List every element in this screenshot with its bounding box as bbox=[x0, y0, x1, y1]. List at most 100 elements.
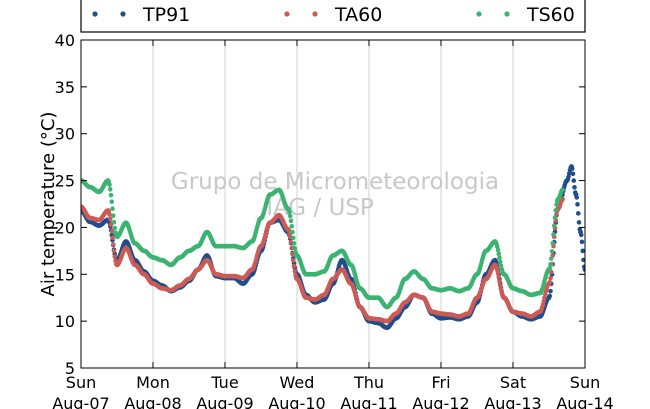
data-point-interp bbox=[107, 216, 113, 222]
series-ts60 bbox=[81, 178, 565, 310]
data-point-interp bbox=[496, 274, 502, 280]
y-tick-label: 20 bbox=[55, 218, 75, 237]
legend-marker-ts60 bbox=[476, 11, 482, 17]
data-point bbox=[402, 276, 408, 282]
x-tick-label-day: Sat bbox=[500, 373, 526, 392]
data-point bbox=[321, 269, 327, 274]
data-point bbox=[393, 295, 399, 301]
data-point-interp bbox=[497, 279, 502, 284]
data-point bbox=[348, 262, 354, 268]
data-point-interp bbox=[579, 239, 585, 245]
data-point-interp bbox=[575, 211, 581, 216]
legend-entry-ts60: TS60 bbox=[476, 4, 575, 26]
data-point bbox=[560, 187, 565, 193]
data-point-interp bbox=[542, 295, 547, 301]
data-point-interp bbox=[497, 255, 502, 261]
x-tick-label-date: Aug-08 bbox=[124, 394, 181, 409]
data-point bbox=[123, 245, 129, 251]
legend-entry-tp91: TP91 bbox=[92, 4, 190, 26]
x-tick-label-date: Aug-14 bbox=[556, 394, 613, 409]
data-point bbox=[240, 245, 246, 251]
data-point bbox=[303, 271, 309, 277]
data-point bbox=[492, 257, 498, 263]
data-point bbox=[168, 287, 174, 293]
data-point bbox=[267, 220, 273, 226]
data-point bbox=[159, 285, 165, 291]
data-point-interp bbox=[550, 240, 556, 246]
data-point bbox=[105, 208, 111, 213]
watermark: Grupo de Micrometeorologia IAG / USP bbox=[171, 169, 499, 221]
data-point-interp bbox=[292, 268, 298, 274]
data-point bbox=[258, 215, 264, 221]
data-point bbox=[429, 285, 435, 291]
data-point bbox=[87, 184, 93, 190]
data-point bbox=[285, 226, 291, 232]
data-point bbox=[177, 255, 183, 260]
data-point-interp bbox=[111, 219, 117, 225]
data-point bbox=[195, 267, 201, 272]
data-point bbox=[159, 257, 165, 263]
legend-entry-ta60: TA60 bbox=[284, 4, 382, 26]
data-point-interp bbox=[292, 245, 298, 251]
data-point-interp bbox=[571, 178, 577, 183]
data-point bbox=[294, 253, 300, 258]
data-point-interp bbox=[110, 213, 116, 218]
data-point-interp bbox=[111, 248, 117, 254]
y-axis: 5 10 15 20 25 30 35 40 bbox=[55, 31, 585, 378]
data-point bbox=[501, 295, 507, 301]
data-point-interp bbox=[107, 187, 113, 192]
x-tick-label-date: Aug-09 bbox=[196, 394, 253, 409]
legend-marker-tp91 bbox=[120, 11, 126, 17]
data-point bbox=[546, 281, 552, 287]
data-point bbox=[438, 311, 444, 317]
y-tick-label: 5 bbox=[65, 359, 75, 378]
data-point bbox=[438, 315, 444, 321]
data-point bbox=[402, 300, 408, 305]
data-point bbox=[501, 271, 507, 277]
data-point bbox=[87, 219, 93, 225]
x-tick-label-date: Aug-11 bbox=[340, 394, 397, 409]
data-point bbox=[384, 325, 390, 331]
data-point bbox=[429, 309, 435, 315]
data-point-interp bbox=[548, 256, 554, 261]
data-point bbox=[276, 212, 282, 218]
data-point bbox=[411, 269, 417, 274]
legend-frame bbox=[80, 0, 586, 33]
data-point bbox=[573, 192, 579, 198]
data-point bbox=[474, 271, 480, 277]
data-point bbox=[569, 164, 574, 169]
data-point bbox=[312, 297, 318, 302]
x-tick-label-day: Fri bbox=[431, 373, 450, 392]
data-point-interp bbox=[108, 192, 114, 198]
data-point bbox=[447, 312, 453, 317]
data-point bbox=[375, 320, 381, 326]
data-point-interp bbox=[580, 248, 585, 254]
watermark-line-1: Grupo de Micrometeorologia bbox=[171, 169, 499, 195]
x-tick-label-day: Sun bbox=[66, 373, 96, 392]
data-point bbox=[357, 304, 363, 310]
legend-marker-tp91 bbox=[92, 11, 98, 17]
data-point bbox=[375, 316, 381, 322]
x-tick-label-date: Aug-07 bbox=[52, 394, 109, 409]
data-point bbox=[240, 281, 246, 287]
data-point bbox=[123, 220, 129, 226]
x-tick-label-date: Aug-12 bbox=[412, 394, 469, 409]
data-point bbox=[114, 262, 120, 268]
y-tick-label: 35 bbox=[55, 78, 75, 97]
data-point-interp bbox=[497, 259, 503, 265]
data-point bbox=[168, 262, 174, 268]
data-point bbox=[564, 178, 570, 183]
x-tick-label-day: Mon bbox=[136, 373, 170, 392]
data-point bbox=[150, 281, 156, 287]
data-point bbox=[240, 275, 246, 281]
data-point-interp bbox=[110, 235, 115, 241]
data-point-interp bbox=[496, 251, 502, 257]
y-tick-label: 25 bbox=[55, 172, 75, 191]
data-point bbox=[420, 295, 426, 301]
y-tick-label: 30 bbox=[55, 125, 75, 144]
x-tick-label-date: Aug-13 bbox=[484, 394, 541, 409]
legend-marker-ta60 bbox=[284, 11, 290, 17]
legend: TP91 TA60 TS60 bbox=[80, 0, 586, 33]
data-point bbox=[204, 257, 210, 263]
